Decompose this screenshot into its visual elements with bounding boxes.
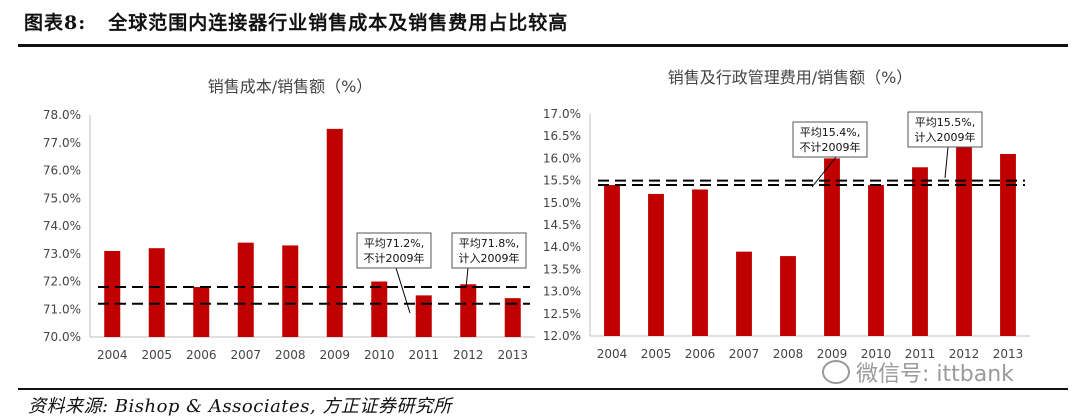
chart2-callout-box-2 <box>792 121 868 158</box>
chart2-callout-text: 平均15.4%, <box>800 126 860 139</box>
chart2-callout-text: 计入2009年 <box>915 130 976 144</box>
chart1-y-tick-label: 70.0% <box>43 330 81 344</box>
chart1-bar-2011 <box>415 295 432 337</box>
chart1-bar-2007 <box>237 242 254 337</box>
chart2-x-tick-label: 2009 <box>817 347 848 361</box>
chart2-bar-2013 <box>1000 153 1016 336</box>
chart1-x-tick-label: 2009 <box>319 348 350 362</box>
chart2-callout-text: 平均15.5%, <box>915 116 975 129</box>
chart2-y-tick-label: 14.5% <box>543 218 581 232</box>
chart2-bar-2005 <box>648 193 664 336</box>
chart1-y-tick-label: 73.0% <box>43 247 81 261</box>
chart1-x-tick-label: 2012 <box>453 348 484 362</box>
chart2-y-tick-label: 14.0% <box>543 240 581 254</box>
chart1-bar-2006 <box>193 287 210 337</box>
chart2-y-tick-label: 12.0% <box>543 329 581 343</box>
chart1-bar-2012 <box>460 284 477 337</box>
chart1-x-tick-label: 2010 <box>364 348 395 362</box>
top-rule <box>18 44 1068 47</box>
chart1-x-tick-label: 2007 <box>230 348 261 362</box>
chart1-y-tick-label: 74.0% <box>43 219 81 233</box>
chart2-y-tick-label: 17.0% <box>543 107 581 121</box>
chart1-x-tick-label: 2004 <box>97 348 128 362</box>
chart2-x-tick-label: 2006 <box>685 347 716 361</box>
chart2-x-tick-label: 2010 <box>861 347 892 361</box>
chart2-callout-leader-1 <box>944 146 949 179</box>
chart1-y-tick-label: 78.0% <box>43 108 81 122</box>
chart2-bar-2007 <box>736 251 752 336</box>
chart1-x-tick-label: 2006 <box>186 348 217 362</box>
chart1-callout-text: 平均71.2%, <box>364 237 424 250</box>
chart2-bar-2004 <box>604 185 620 336</box>
chart1-bar-2013 <box>504 298 521 337</box>
chart2-y-tick-label: 15.0% <box>543 196 581 210</box>
chart2-x-tick-label: 2011 <box>905 347 936 361</box>
chart2-y-tick-label: 12.5% <box>543 307 581 321</box>
chart1-callout-text: 不计2009年 <box>364 251 425 265</box>
chart2-bar-2012 <box>956 145 972 336</box>
chart1-x-tick-label: 2011 <box>408 348 439 362</box>
chart2-x-tick-label: 2004 <box>597 347 628 361</box>
chart1-x-tick-label: 2008 <box>275 348 306 362</box>
chart2-y-tick-label: 16.0% <box>543 151 581 165</box>
chart1-y-tick-label: 77.0% <box>43 136 81 150</box>
watermark: 微信号: ittbank <box>822 356 1014 388</box>
chart1-callout-text: 平均71.8%, <box>459 237 519 250</box>
chart1-callout-box-2 <box>356 232 432 269</box>
bottom-rule <box>18 388 1068 390</box>
chart1-y-tick-label: 71.0% <box>43 302 81 316</box>
chart2-bar-2008 <box>780 256 796 336</box>
chart1-bar-2009 <box>326 128 343 337</box>
chart2-y-tick-label: 13.0% <box>543 285 581 299</box>
chart2-y-tick-label: 13.5% <box>543 262 581 276</box>
watermark-text: 微信号: ittbank <box>856 362 1014 387</box>
chart2-bar-2009 <box>824 158 840 336</box>
chart1-bar-2008 <box>282 245 299 337</box>
chart2-x-tick-label: 2007 <box>729 347 760 361</box>
chart2-bar-2006 <box>692 189 708 336</box>
chart1-y-tick-label: 75.0% <box>43 191 81 205</box>
wechat-icon <box>822 360 850 384</box>
chart2-callout-box-1 <box>907 111 983 148</box>
chart1-y-tick-label: 72.0% <box>43 275 81 289</box>
chart2-bar-2011 <box>912 167 928 336</box>
chart1-callout-text: 计入2009年 <box>459 251 520 265</box>
source-note: 资料来源: Bishop & Associates, 方正证券研究所 <box>28 396 452 417</box>
chart1-callout-leader-1 <box>465 267 469 289</box>
chart2-y-tick-label: 15.5% <box>543 174 581 188</box>
chart1-callout-leader-2 <box>395 267 411 314</box>
chart2-x-tick-label: 2005 <box>641 347 672 361</box>
chart2-x-tick-label: 2008 <box>773 347 804 361</box>
chart1-bar-2005 <box>148 248 165 337</box>
figure-title: 图表8: 全球范围内连接器行业销售成本及销售费用占比较高 <box>24 8 568 35</box>
figure-title-text: 全球范围内连接器行业销售成本及销售费用占比较高 <box>108 12 569 34</box>
chart1-x-tick-label: 2005 <box>141 348 172 362</box>
chart1-bar-2004 <box>104 250 121 337</box>
chart2-y-tick-label: 16.5% <box>543 129 581 143</box>
chart2-callout-leader-2 <box>811 156 837 188</box>
chart2-callout-text: 不计2009年 <box>800 140 861 154</box>
chart2-bar-2010 <box>868 185 884 336</box>
chart1-title: 销售成本/销售额（%） <box>208 77 373 96</box>
chart1-bar-2010 <box>371 281 388 337</box>
chart2-x-tick-label: 2013 <box>993 347 1024 361</box>
chart2-x-tick-label: 2012 <box>949 347 980 361</box>
figure-label: 图表8: <box>24 12 87 34</box>
chart1-x-tick-label: 2013 <box>497 348 528 362</box>
chart1-y-tick-label: 76.0% <box>43 164 81 178</box>
chart1-callout-box-1 <box>451 232 527 269</box>
chart2-title: 销售及行政管理费用/销售额（%） <box>668 68 913 87</box>
